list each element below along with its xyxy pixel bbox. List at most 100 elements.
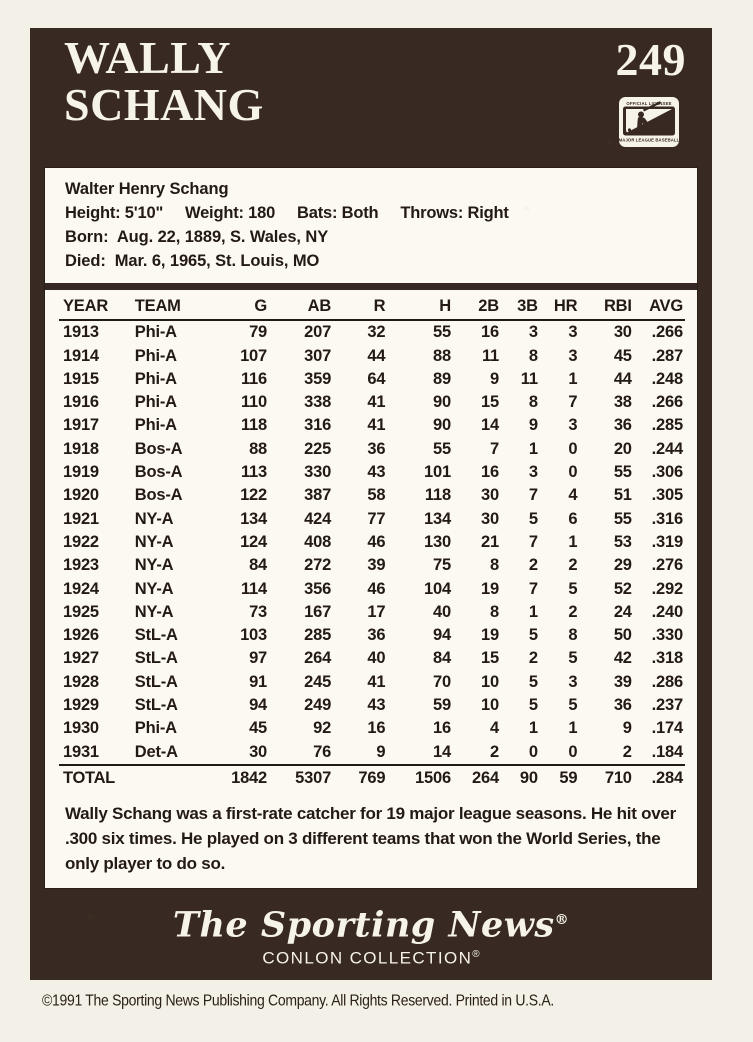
stats-cell-r: 17 [367,602,386,621]
stats-cell-2b: 30 [481,486,499,505]
stats-cell-team: Phi-A [134,719,177,738]
stats-total-row: TOTAL 1842 5307 769 1506 264 90 59 710.284 [59,763,685,791]
stats-cell-h: 130 [424,532,451,551]
stats-cell-avg: .316 [651,509,684,528]
stats-cell-2b: 15 [481,393,499,412]
stats-cell-team: NY-A [134,556,174,575]
stats-cell-h: 55 [433,439,451,458]
stats-cell-2b: 16 [481,323,499,342]
stats-cell-g: 118 [240,416,268,435]
stats-cell-h: 94 [433,626,451,645]
stats-cell-hr: 2 [568,556,578,575]
stats-cell-2b: 30 [481,509,499,528]
stats-cell-2b: 10 [481,672,499,691]
stats-cell-ab: 76 [313,742,332,761]
stats-cell-r: 36 [367,626,386,645]
stats-header-year: YEAR [59,295,123,322]
stats-cell-h: 84 [433,649,451,668]
stats-cell-rbi: 51 [613,486,632,505]
stats-cell-r: 40 [367,649,386,668]
stats-cell-g: 110 [240,393,268,412]
stats-header-3b: 3B [498,295,538,322]
stats-row: 1925 NY-A 73 167 17 40 8 1 2 24 .240 [59,601,685,624]
stats-header-row: YEAR TEAM G AB R H 2B 3B HR RBI AVG [59,295,685,322]
stats-row: 1920 Bos-A 122 387 58 118 30 7 4 51 .305 [59,484,685,507]
stats-cell-3b: 3 [528,323,538,342]
stats-cell-avg: .319 [651,532,684,551]
stats-cell-h: 118 [424,486,451,505]
stats-cell-r: 44 [367,346,386,365]
stats-cell-ab: 207 [304,323,332,342]
stats-cell-h: 90 [433,393,451,412]
stats-total-3b: 90 [498,763,538,791]
mlb-logo-icon: OFFICIAL LICENSEE MAJOR LEAGUE BASEBALL [619,97,680,147]
stats-cell-g: 73 [249,602,268,621]
stats-cell-rbi: 44 [613,369,632,388]
stats-total-year: TOTAL [59,763,123,791]
stats-cell-r: 41 [367,672,386,691]
stats-cell-2b: 21 [481,532,499,551]
stats-cell-ab: 408 [304,532,332,551]
stats-cell-3b: 0 [528,742,538,761]
stats-cell-team: Phi-A [134,393,177,412]
stats-total-hr: 59 [537,763,578,791]
stats-cell-r: 46 [367,532,386,551]
stats-cell-h: 88 [433,346,451,365]
stats-cell-year: 1918 [63,439,99,458]
stats-cell-ab: 285 [304,626,332,645]
stats-cell-r: 9 [376,742,386,761]
bio-stats-divider [45,283,697,290]
stats-cell-rbi: 30 [613,323,632,342]
stats-cell-team: NY-A [134,579,174,598]
stats-cell-ab: 167 [304,602,332,621]
stats-cell-ab: 249 [304,696,332,715]
stats-cell-year: 1919 [63,463,99,482]
stats-cell-hr: 7 [568,393,578,412]
stats-cell-r: 39 [367,556,386,575]
stats-cell-year: 1917 [63,416,99,435]
stats-cell-r: 58 [367,486,386,505]
stats-cell-rbi: 53 [613,532,632,551]
stats-cell-team: Bos-A [134,439,183,458]
stats-cell-3b: 8 [528,393,538,412]
bio-died: Died: Mar. 6, 1965, St. Louis, MO [65,252,320,270]
stats-header-2b: 2B [450,295,499,322]
stats-cell-rbi: 36 [613,416,632,435]
stats-cell-hr: 3 [568,416,578,435]
stats-cell-h: 101 [424,463,451,482]
stats-cell-2b: 19 [481,579,499,598]
stats-cell-team: Phi-A [134,416,177,435]
stats-cell-year: 1920 [63,486,99,505]
stats-row: 1913 Phi-A 79 207 32 55 16 3 3 30 .266 [59,320,685,344]
stats-cell-g: 97 [249,649,268,668]
stats-cell-rbi: 52 [613,579,632,598]
svg-text:MAJOR LEAGUE BASEBALL: MAJOR LEAGUE BASEBALL [619,137,680,142]
stats-total-r: 769 [331,763,386,791]
stats-cell-year: 1929 [63,696,99,715]
stats-cell-team: NY-A [134,602,174,621]
stats-cell-g: 116 [240,369,268,388]
stats-total-ab: 5307 [267,763,331,791]
stats-cell-g: 94 [249,696,268,715]
stats-body: 1913 Phi-A 79 207 32 55 16 3 3 30.266 1914 Phi-A 107… [59,320,685,791]
stats-cell-rbi: 29 [613,556,632,575]
stats-cell-team: Det-A [134,742,178,761]
stats-cell-r: 64 [367,369,386,388]
stats-row: 1922 NY-A 124 408 46 130 21 7 1 53 .319 [59,531,685,554]
stats-row: 1918 Bos-A 88 225 36 55 7 1 0 20 .244 [59,438,685,461]
stats-cell-2b: 4 [490,719,499,738]
stats-cell-ab: 387 [304,486,332,505]
stats-cell-team: NY-A [134,509,174,528]
stats-cell-h: 90 [433,416,451,435]
bio-block: Walter Henry Schang Height: 5'10" Weight… [45,168,697,281]
stats-cell-hr: 5 [568,579,578,598]
stats-cell-r: 36 [367,439,386,458]
stats-total-avg: .284 [631,763,685,791]
stats-cell-avg: .237 [651,696,684,715]
stats-cell-2b: 19 [481,626,499,645]
stats-cell-hr: 6 [568,509,578,528]
stats-cell-g: 30 [249,742,268,761]
stats-header-g: G [207,295,267,322]
stats-cell-avg: .286 [651,672,684,691]
stats-row: 1917 Phi-A 118 316 41 90 14 9 3 36 .285 [59,414,685,437]
